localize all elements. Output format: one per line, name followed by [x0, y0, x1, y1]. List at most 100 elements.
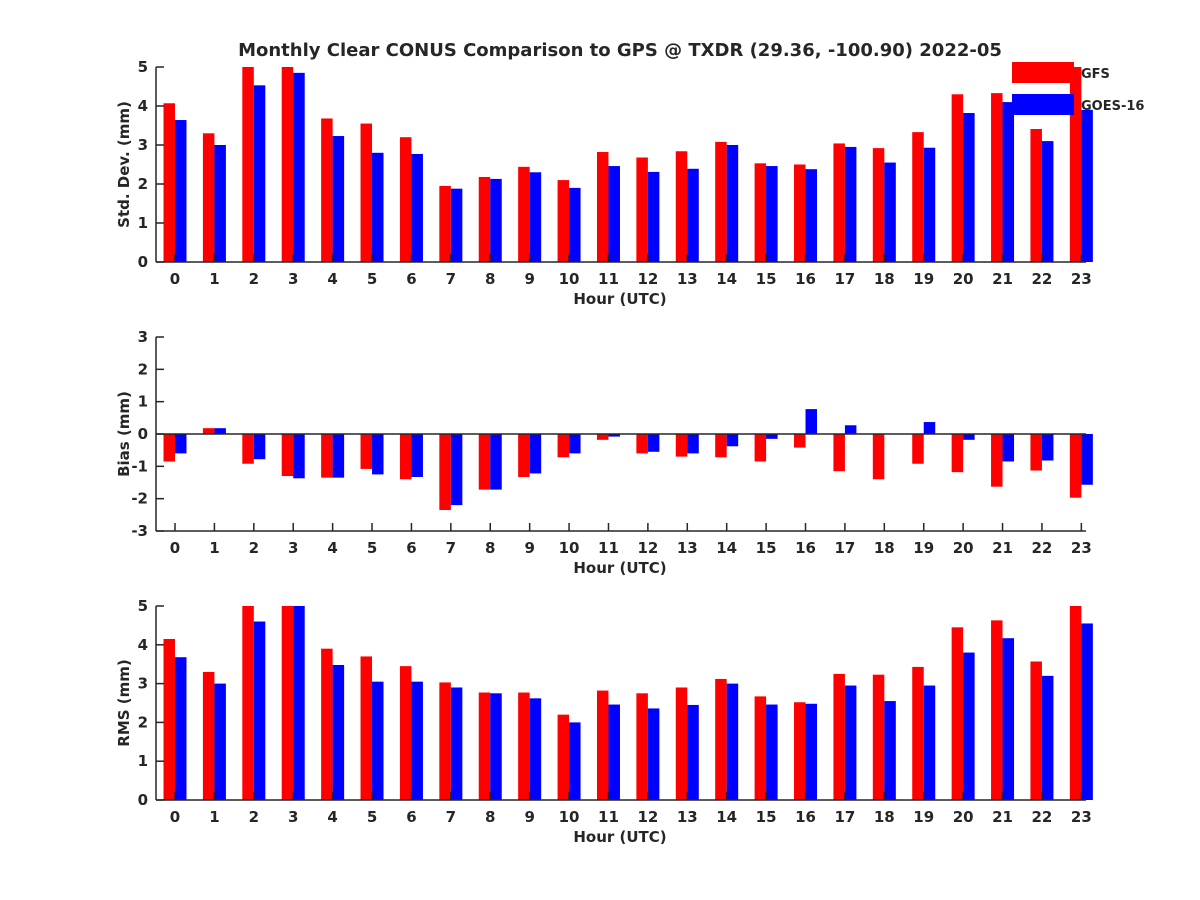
bar-gfs-hour-11: [596, 690, 609, 800]
x-tick-label: 4: [327, 539, 337, 557]
x-axis-label: Hour (UTC): [573, 828, 666, 846]
x-tick-label: 13: [677, 270, 698, 288]
x-tick-label: 0: [170, 539, 180, 557]
bar-gfs-hour-3: [281, 67, 294, 262]
x-tick-label: 2: [249, 270, 259, 288]
x-tick-label: 9: [524, 808, 534, 826]
bar-gfs-hour-20: [951, 627, 964, 800]
x-tick-label: 3: [288, 270, 298, 288]
bar-gfs-hour-12: [636, 157, 648, 262]
bar-goes-hour-6: [411, 153, 423, 262]
y-tick-label: 2: [138, 360, 148, 378]
bar-gfs-hour-13: [675, 434, 688, 457]
bar-gfs-hour-18: [872, 434, 885, 480]
x-tick-label: 1: [209, 539, 219, 557]
bar-gfs-hour-23: [1069, 434, 1082, 498]
bar-goes-hour-16: [805, 409, 818, 434]
y-tick-label: 2: [138, 713, 148, 731]
bar-gfs-hour-15: [754, 696, 767, 800]
x-tick-label: 11: [598, 539, 619, 557]
y-tick-label: 5: [138, 597, 148, 615]
y-tick-label: -1: [131, 457, 148, 475]
bar-gfs-hour-9: [518, 692, 530, 800]
x-tick-label: 4: [327, 270, 337, 288]
bar-gfs-hour-1: [202, 671, 215, 800]
x-tick-label: 22: [1032, 270, 1053, 288]
bar-goes-hour-21: [1002, 434, 1015, 462]
bar-goes-hour-22: [1041, 434, 1054, 461]
bar-goes-hour-11: [608, 704, 620, 800]
y-tick-label: 4: [138, 97, 148, 115]
x-tick-label: 17: [834, 808, 855, 826]
bar-goes-hour-11: [608, 434, 620, 437]
bar-goes-hour-15: [766, 704, 778, 800]
x-tick-label: 15: [756, 270, 777, 288]
bar-goes-hour-7: [450, 434, 463, 506]
bar-gfs-hour-5: [360, 434, 373, 469]
x-tick-label: 14: [716, 808, 737, 826]
bar-goes-hour-1: [214, 428, 226, 434]
x-tick-label: 3: [288, 539, 298, 557]
x-tick-label: 13: [677, 539, 698, 557]
bar-gfs-hour-22: [1030, 661, 1042, 800]
x-tick-label: 20: [953, 270, 974, 288]
bar-goes-hour-22: [1041, 141, 1054, 262]
x-tick-label: 10: [559, 539, 580, 557]
bar-goes-hour-23: [1081, 434, 1093, 485]
x-tick-label: 5: [367, 808, 377, 826]
bar-goes-hour-4: [332, 434, 345, 478]
bar-gfs-hour-0: [163, 638, 175, 800]
bar-goes-hour-1: [214, 683, 226, 800]
x-tick-label: 2: [249, 808, 259, 826]
x-tick-label: 8: [485, 808, 495, 826]
bar-gfs-hour-0: [163, 103, 175, 263]
bar-gfs-hour-6: [399, 666, 412, 800]
bar-goes-hour-4: [332, 664, 345, 800]
bar-gfs-hour-16: [794, 164, 806, 262]
x-tick-label: 16: [795, 808, 816, 826]
x-tick-label: 10: [559, 808, 580, 826]
y-tick-label: 1: [138, 214, 148, 232]
bar-goes-hour-12: [647, 708, 660, 800]
bar-gfs-hour-23: [1069, 67, 1082, 262]
bar-goes-hour-19: [923, 422, 936, 434]
x-tick-label: 12: [637, 808, 658, 826]
y-axis-label: Bias (mm): [115, 391, 133, 477]
bar-gfs-hour-7: [439, 434, 451, 510]
bar-gfs-hour-17: [833, 434, 845, 472]
bar-goes-hour-9: [529, 434, 542, 474]
bar-gfs-hour-21: [991, 620, 1003, 800]
bar-goes-hour-5: [372, 152, 384, 262]
x-tick-label: 23: [1071, 808, 1092, 826]
bar-goes-hour-10: [569, 722, 581, 800]
bar-goes-hour-17: [844, 425, 857, 434]
y-axis-label: RMS (mm): [115, 659, 133, 746]
bar-goes-hour-12: [647, 171, 660, 262]
bar-goes-hour-17: [844, 685, 857, 800]
x-tick-label: 23: [1071, 270, 1092, 288]
bar-gfs-hour-9: [518, 166, 530, 262]
x-tick-label: 5: [367, 270, 377, 288]
bar-goes-hour-9: [529, 698, 542, 800]
x-tick-label: 7: [446, 270, 456, 288]
bar-goes-hour-20: [963, 652, 975, 800]
x-tick-label: 22: [1032, 808, 1053, 826]
bar-goes-hour-23: [1081, 623, 1093, 800]
y-tick-label: 0: [138, 791, 148, 809]
bar-goes-hour-19: [923, 147, 936, 262]
x-tick-label: 21: [992, 270, 1013, 288]
x-tick-label: 16: [795, 270, 816, 288]
bar-goes-hour-21: [1002, 638, 1015, 800]
x-tick-label: 6: [406, 808, 416, 826]
y-tick-label: 3: [138, 328, 148, 346]
bar-goes-hour-0: [175, 120, 187, 262]
bar-goes-hour-19: [923, 685, 936, 800]
y-tick-label: 0: [138, 253, 148, 271]
x-tick-label: 6: [406, 270, 416, 288]
bar-goes-hour-1: [214, 145, 226, 262]
bar-gfs-hour-4: [321, 118, 333, 262]
bar-goes-hour-5: [372, 434, 384, 475]
